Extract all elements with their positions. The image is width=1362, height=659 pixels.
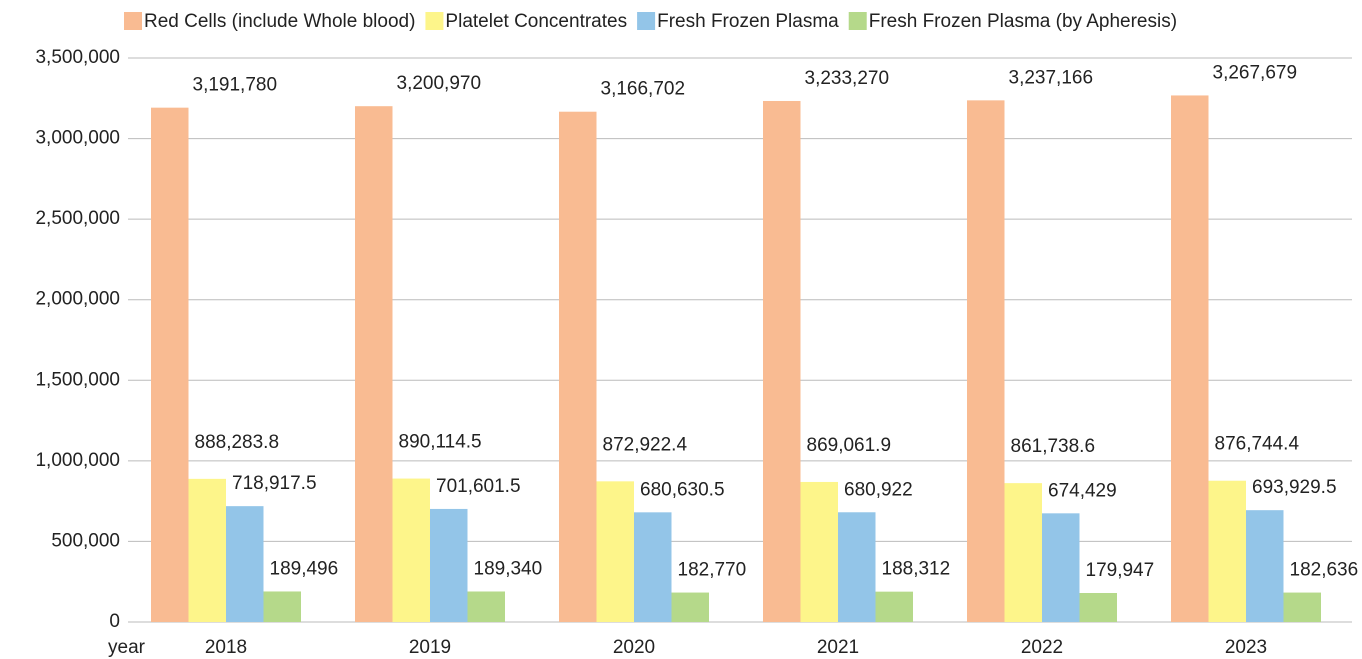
bar [467,591,505,622]
bar [1283,592,1321,622]
y-tick-label: 1,500,000 [35,369,120,390]
data-label: 869,061.9 [807,435,892,456]
y-tick-label: 3,500,000 [35,47,120,68]
y-tick-label: 500,000 [51,530,120,551]
y-tick-label: 2,500,000 [35,208,120,229]
bar [1004,483,1042,622]
legend-swatch [124,12,142,30]
x-axis-label: year [108,637,146,658]
data-label: 718,917.5 [232,473,317,494]
data-label: 876,744.4 [1215,434,1300,455]
bar [596,481,634,622]
data-label: 3,200,970 [397,73,482,94]
data-label: 3,233,270 [805,68,890,89]
bar [967,100,1005,622]
bar [1042,513,1080,622]
bar [188,478,226,622]
legend-swatch [425,12,444,30]
data-label: 3,166,702 [601,79,686,100]
data-label: 872,922.4 [603,434,688,455]
data-label: 3,191,780 [193,75,278,96]
bar [1171,95,1209,622]
bar [559,111,597,623]
bar [1246,510,1284,622]
bar [875,591,913,622]
bar [1079,593,1117,622]
x-tick-label: 2021 [817,637,859,658]
bar [355,106,393,623]
x-tick-label: 2019 [409,637,451,658]
y-tick-label: 1,000,000 [35,450,120,471]
data-label: 189,496 [270,558,339,579]
data-label: 680,630.5 [640,479,725,500]
legend-swatch [848,12,867,30]
data-label: 861,738.6 [1011,436,1096,457]
legend-label: Platelet Concentrates [445,11,627,32]
y-tick-label: 0 [109,611,120,632]
data-label: 179,947 [1086,560,1155,581]
bar [151,107,189,622]
x-tick-label: 2020 [613,637,655,658]
y-tick-label: 3,000,000 [35,128,120,149]
y-tick-label: 2,000,000 [35,289,120,310]
x-tick-label: 2023 [1225,637,1267,658]
bar [226,506,264,622]
data-label: 693,929.5 [1252,477,1337,498]
data-label: 680,922 [844,479,913,500]
legend-swatch [637,12,656,30]
x-tick-label: 2022 [1021,637,1063,658]
legend-label: Red Cells (include Whole blood) [144,11,415,32]
bar [763,100,801,623]
legend-label: Fresh Frozen Plasma [657,11,839,32]
bar [1208,480,1246,622]
data-label: 3,237,166 [1009,67,1094,88]
data-label: 888,283.8 [195,432,280,453]
data-label: 188,312 [882,559,951,580]
data-label: 189,340 [474,559,543,580]
bar [634,512,672,622]
data-label: 182,636 [1290,560,1359,581]
legend-label: Fresh Frozen Plasma (by Apheresis) [869,11,1177,32]
bar [263,591,301,622]
data-label: 890,114.5 [399,432,482,453]
data-label: 182,770 [678,560,747,581]
bar [430,508,468,622]
data-label: 674,429 [1048,480,1117,501]
data-label: 3,267,679 [1213,62,1298,83]
x-tick-label: 2018 [205,637,247,658]
data-label: 701,601.5 [436,476,521,497]
bar [800,481,838,622]
bar [671,592,709,622]
bar [838,512,876,622]
bar [392,478,430,622]
